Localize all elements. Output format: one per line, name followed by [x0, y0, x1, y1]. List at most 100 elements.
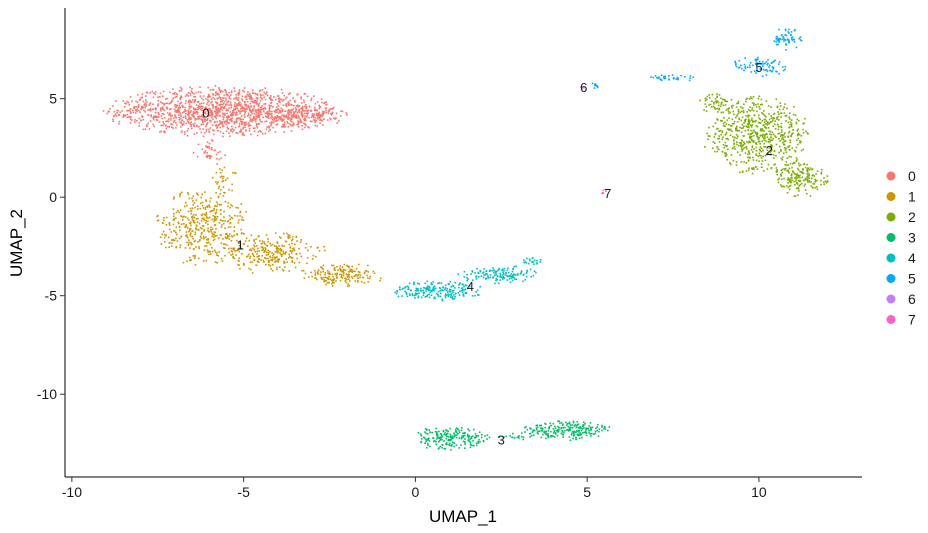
cluster-3-point	[462, 440, 465, 443]
cluster-5-point	[684, 76, 686, 78]
cluster-1-point	[294, 243, 296, 246]
cluster-2-point	[764, 118, 767, 121]
cluster-2-point	[716, 150, 719, 153]
cluster-3-point	[533, 429, 536, 432]
cluster-3-point	[524, 426, 526, 429]
cluster-1-point	[319, 273, 322, 276]
cluster-0-point	[140, 105, 143, 108]
cluster-1-point	[190, 224, 192, 227]
cluster-0-point	[212, 97, 215, 99]
cluster-2-point	[779, 145, 781, 148]
cluster-2-point	[793, 180, 795, 183]
cluster-1-point	[197, 194, 199, 196]
cluster-1-point	[221, 175, 223, 178]
cluster-1-point	[353, 275, 356, 278]
cluster-0-point	[300, 121, 302, 123]
cluster-4-point	[495, 273, 497, 276]
cluster-4-point	[432, 288, 434, 290]
cluster-1-point	[193, 202, 196, 204]
cluster-0-point	[135, 100, 137, 103]
cluster-3-point	[530, 435, 533, 437]
cluster-1-point	[187, 236, 189, 239]
cluster-0-point	[215, 153, 218, 156]
cluster-2-point	[745, 118, 747, 121]
cluster-1-point	[276, 258, 279, 261]
cluster-2-point	[741, 107, 744, 109]
cluster-0-point	[205, 128, 208, 131]
cluster-0-point	[192, 108, 195, 111]
cluster-1-point	[271, 252, 273, 254]
cluster-0-point	[134, 112, 137, 114]
cluster-0-point	[197, 91, 200, 93]
cluster-3-point	[552, 428, 555, 430]
cluster-0-point	[345, 112, 348, 114]
cluster-4-point	[447, 283, 450, 285]
cluster-1-point	[329, 278, 332, 280]
cluster-0-point	[218, 94, 220, 96]
cluster-0-point	[270, 115, 273, 117]
cluster-2-point	[790, 123, 793, 125]
cluster-0-point	[265, 128, 268, 131]
cluster-1-point	[284, 266, 286, 268]
cluster-1-point	[212, 214, 215, 217]
cluster-5-point	[765, 74, 768, 76]
cluster-0-point	[248, 130, 251, 132]
x-tick-label: -5	[237, 484, 250, 500]
cluster-0-point	[244, 110, 246, 112]
cluster-0-point	[253, 107, 255, 110]
cluster-1-point	[264, 257, 266, 259]
cluster-2-point	[797, 169, 800, 171]
cluster-0-point	[328, 109, 331, 112]
cluster-0-point	[144, 95, 147, 97]
cluster-2-point	[789, 139, 791, 141]
cluster-1-point	[268, 260, 270, 263]
cluster-0-point	[179, 126, 182, 128]
cluster-4-point	[493, 271, 495, 274]
cluster-2-point	[752, 96, 755, 98]
cluster-1-point	[271, 256, 274, 259]
cluster-0-point	[235, 112, 238, 115]
cluster-0-point	[255, 113, 257, 116]
cluster-1-point	[269, 264, 272, 267]
cluster-4-point	[467, 278, 469, 280]
cluster-1-point	[231, 205, 233, 207]
cluster-0-point	[266, 94, 269, 97]
cluster-4-point	[434, 287, 436, 290]
cluster-4-point	[444, 284, 447, 286]
cluster-2-point	[750, 148, 753, 151]
cluster-2-point	[806, 163, 808, 166]
cluster-1-point	[209, 206, 211, 208]
cluster-2-point	[785, 120, 787, 122]
cluster-2-point	[767, 152, 769, 154]
cluster-4-point	[405, 293, 408, 295]
cluster-0-point	[282, 119, 284, 122]
cluster-5-point	[784, 28, 787, 31]
cluster-0-point	[257, 113, 260, 115]
cluster-0-point	[219, 126, 222, 129]
cluster-1-point	[242, 243, 245, 245]
cluster-1-point	[204, 208, 207, 211]
cluster-1-point	[293, 249, 296, 252]
cluster-0-point	[181, 123, 183, 125]
cluster-0-point	[230, 91, 233, 94]
cluster-0-point	[230, 94, 232, 96]
cluster-3-point	[458, 429, 460, 432]
cluster-0-point	[240, 115, 243, 117]
cluster-2-point	[755, 154, 758, 156]
cluster-0-point	[210, 111, 213, 114]
cluster-5-point	[785, 49, 787, 51]
cluster-3-point	[458, 431, 461, 434]
cluster-2-point	[717, 148, 720, 150]
cluster-0-point	[248, 108, 251, 111]
cluster-0-point	[171, 126, 173, 128]
cluster-0-point	[253, 99, 255, 102]
cluster-2-point	[765, 133, 767, 135]
cluster-2-point	[752, 109, 755, 112]
cluster-2-point	[798, 185, 800, 187]
cluster-0-point	[280, 98, 283, 101]
cluster-1-point	[334, 269, 337, 272]
cluster-1-point	[203, 213, 206, 216]
cluster-0-point	[293, 104, 295, 107]
cluster-0-point	[197, 115, 199, 118]
